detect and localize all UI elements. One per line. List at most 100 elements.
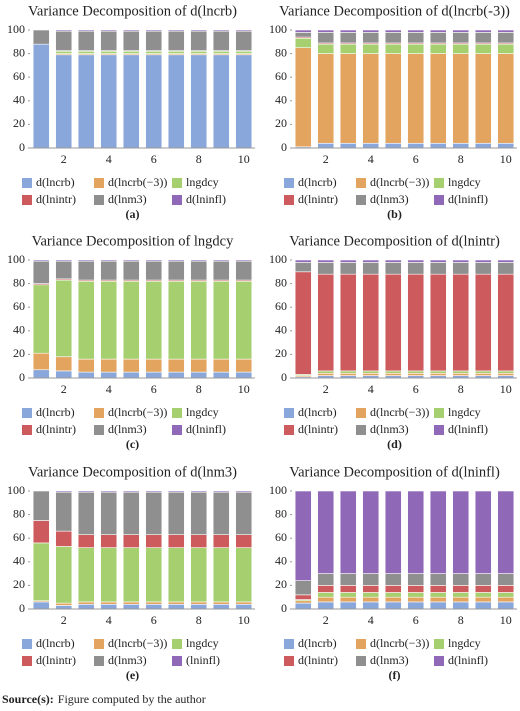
bar-segment [32, 520, 50, 544]
x-tick-label: 2 [323, 152, 329, 166]
bar-segment [100, 29, 118, 32]
bar-segment [122, 358, 140, 373]
bar-segment [122, 491, 140, 535]
bar-segment [362, 262, 380, 275]
bar-segment [384, 259, 402, 263]
x-tick-label: 6 [413, 382, 419, 396]
legend-swatch [356, 195, 366, 205]
bar-segment [122, 603, 140, 610]
bar-segment [32, 352, 50, 371]
bar-segment [190, 601, 208, 605]
bar-segment [362, 490, 380, 574]
bar-segment [32, 601, 50, 610]
bar-segment [145, 490, 163, 493]
panel-caption: (f) [389, 668, 401, 682]
bar-segment [407, 372, 425, 376]
y-tick-label: 0 [19, 601, 25, 615]
bar-segment [339, 601, 357, 610]
x-tick-label: 2 [61, 613, 67, 627]
bar-segment [317, 372, 335, 376]
bar-segment [317, 596, 335, 603]
legend-label: d(lninfl) [186, 422, 226, 436]
y-tick-label: 100 [7, 22, 25, 36]
bar-segment [190, 259, 208, 262]
bar-segment [32, 259, 50, 262]
bar-segment [339, 53, 357, 144]
bar-segment [339, 372, 357, 376]
bar-segment [497, 372, 515, 376]
bar-segment [452, 592, 470, 598]
bar-segment [407, 601, 425, 610]
bar-segment [429, 273, 447, 372]
y-tick-label: 0 [281, 601, 287, 615]
bar-segment [497, 32, 515, 44]
legend-swatch [284, 639, 294, 649]
bar-segment [474, 370, 492, 374]
bar-segment [55, 279, 73, 358]
bar-segment [474, 32, 492, 44]
legend-label: d(lncrb(−3)) [370, 405, 429, 419]
bar-segment [384, 29, 402, 33]
bar-segment [497, 142, 515, 149]
bar-segment [429, 596, 447, 603]
legend-label: d(lncrb) [36, 636, 75, 650]
bar-segment [452, 573, 470, 586]
legend-label: d(lnm3) [370, 422, 409, 436]
bar-segment [407, 43, 425, 54]
bar-segment [429, 592, 447, 598]
legend-swatch [434, 408, 444, 418]
legend-swatch [22, 425, 32, 435]
bar-segment [452, 273, 470, 372]
legend-label: d(lninfl) [448, 653, 488, 667]
legend-swatch [434, 195, 444, 205]
bar-segment [452, 370, 470, 374]
bar-segment [145, 491, 163, 535]
bar-segment [474, 43, 492, 54]
y-tick-label: 60 [275, 69, 287, 83]
bar-segment [384, 601, 402, 610]
bar-segment [167, 29, 185, 32]
chart-title: Variance Decomposition of d(lninfl) [289, 464, 500, 480]
bar-segment [190, 280, 208, 360]
bar-segment [167, 280, 185, 360]
legend-swatch [284, 425, 294, 435]
bar-segment [32, 490, 50, 521]
chart-title: Variance Decomposition of d(lnintr) [289, 233, 500, 249]
bar-segment [294, 271, 312, 375]
bar-segment [429, 53, 447, 144]
legend-label: d(lncrb) [36, 175, 75, 189]
bar-segment [167, 358, 185, 373]
bar-segment [317, 585, 335, 593]
x-tick-label: 10 [238, 613, 250, 627]
legend-label: d(lnm3) [108, 422, 147, 436]
bar-segment [362, 573, 380, 586]
legend-label: d(lninfl) [448, 192, 488, 206]
bar-segment [429, 601, 447, 610]
bar-segment [167, 601, 185, 605]
source-label: Source(s): [2, 692, 54, 706]
bar-segment [55, 602, 73, 606]
bar-segment [190, 29, 208, 32]
bar-segment [407, 273, 425, 372]
legend-swatch [284, 408, 294, 418]
bar-segment [167, 547, 185, 603]
legend-swatch [22, 178, 32, 188]
bar-segment [212, 260, 230, 281]
bar-segment [474, 596, 492, 603]
bar-segment [100, 603, 118, 610]
legend-label: d(lninfl) [448, 422, 488, 436]
legend-swatch [94, 195, 104, 205]
bar-segment [429, 32, 447, 44]
bar-segment [77, 371, 95, 379]
bar-segment [339, 592, 357, 598]
bar-segment [497, 490, 515, 574]
bar-segment [497, 29, 515, 33]
bar-segment [32, 284, 50, 354]
source-text: Figure computed by the author [58, 692, 206, 706]
bar-segment [122, 601, 140, 605]
y-tick-label: 80 [275, 45, 287, 59]
bar-segment [429, 370, 447, 374]
x-tick-label: 6 [151, 382, 157, 396]
bar-segment [317, 259, 335, 263]
x-tick-label: 4 [106, 613, 112, 627]
